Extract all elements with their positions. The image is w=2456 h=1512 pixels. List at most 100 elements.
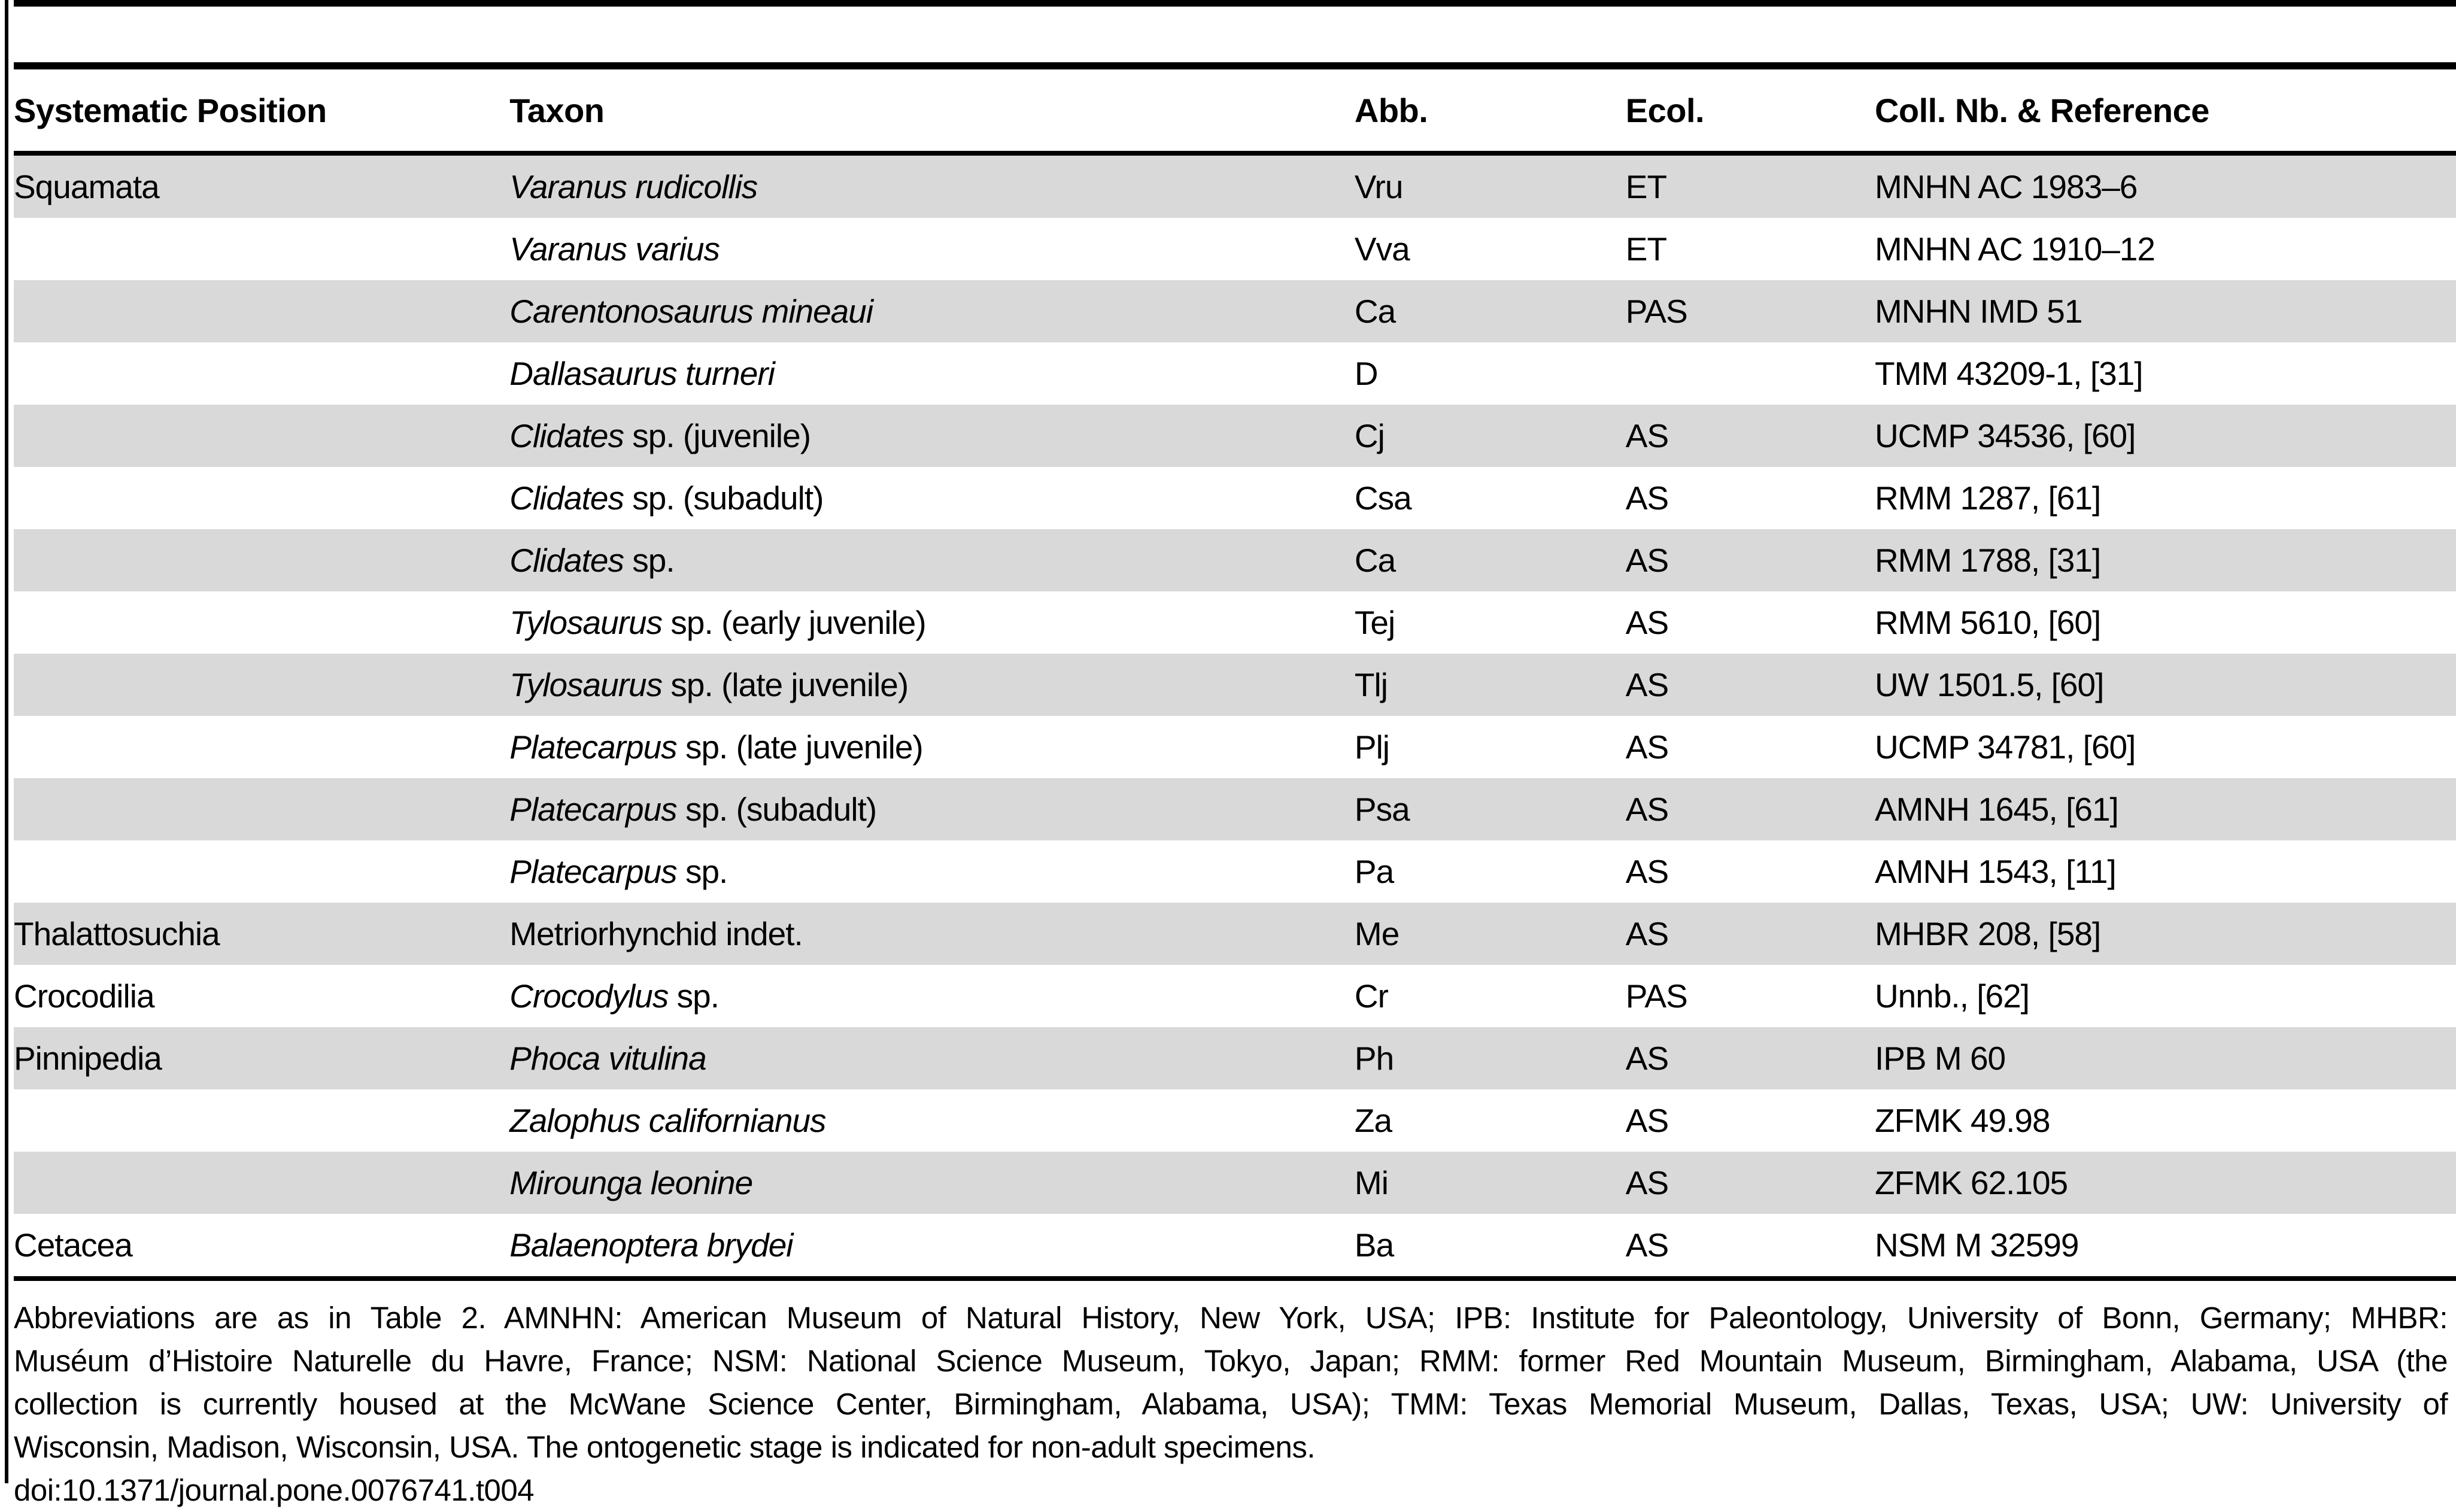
taxon-name-italic: Zalophus californianus — [509, 1102, 826, 1139]
table-row: Zalophus californianus Za AS ZFMK 49.98 — [14, 1089, 2456, 1152]
cell-taxon: Tylosaurus sp. (late juvenile) — [509, 666, 1355, 704]
taxon-name-rest: sp. (juvenile) — [623, 417, 811, 454]
table-row: Varanus varius Vva ET MNHN AC 1910–12 — [14, 218, 2456, 280]
top-border-bar — [14, 0, 2456, 7]
cell-abbreviation: D — [1354, 355, 1379, 392]
taxon-name-italic: Mirounga leonine — [509, 1164, 753, 1201]
cell-taxon: Platecarpus sp. (subadult) — [509, 790, 1355, 828]
cell-abbreviation: Psa — [1354, 791, 1410, 828]
cell-collection-reference: RMM 1287, [61] — [1874, 479, 2101, 517]
taxon-name-rest: sp. — [623, 542, 675, 579]
cell-abbreviation: Vva — [1354, 230, 1410, 268]
taxon-name-italic: Crocodylus — [509, 977, 669, 1015]
cell-ecology: ET — [1625, 230, 1667, 268]
cell-ecology: AS — [1625, 1102, 1669, 1139]
table-row: Squamata Varanus rudicollis Vru ET MNHN AC 1… — [14, 156, 2456, 218]
cell-collection-reference: UCMP 34536, [60] — [1874, 417, 2136, 454]
cell-collection-reference: MNHN AC 1983–6 — [1874, 168, 2138, 205]
header-rule — [14, 151, 2456, 156]
cell-taxon: Metriorhynchid indet. — [509, 915, 1355, 953]
table-row: Dallasaurus turneri D TMM 43209-1, [31] — [14, 342, 2456, 405]
cell-collection-reference: IPB M 60 — [1874, 1040, 2006, 1077]
table-row: Pinnipedia Phoca vitulina Ph AS IPB M 60 — [14, 1027, 2456, 1089]
cell-abbreviation: Tlj — [1354, 666, 1388, 703]
cell-systematic-position: Cetacea — [14, 1226, 133, 1264]
cell-abbreviation: Ca — [1354, 293, 1396, 330]
cell-ecology: AS — [1625, 666, 1669, 703]
cell-collection-reference: MNHN AC 1910–12 — [1874, 230, 2156, 268]
table-caption: Abbreviations are as in Table 2. AMNHN: … — [14, 1297, 2456, 1512]
cell-taxon: Clidates sp. (subadult) — [509, 479, 1355, 517]
cell-taxon: Zalophus californianus — [509, 1101, 1355, 1140]
table-row: Crocodilia Crocodylus sp. Cr PAS Unnb., [62] — [14, 965, 2456, 1027]
caption-line-2: Muséum d’Histoire Naturelle du Havre, Fr… — [14, 1344, 2448, 1378]
cell-taxon: Clidates sp. — [509, 541, 1355, 579]
cell-ecology: PAS — [1625, 977, 1688, 1015]
cell-ecology: AS — [1625, 853, 1669, 890]
cell-ecology: AS — [1625, 604, 1669, 641]
cell-abbreviation: Plj — [1354, 728, 1390, 766]
cell-taxon: Platecarpus sp. — [509, 852, 1355, 891]
column-header-ecology: Ecol. — [1625, 91, 1705, 129]
cell-abbreviation: Ba — [1354, 1226, 1394, 1264]
taxon-name-rest: sp. — [676, 853, 728, 890]
table-row: Mirounga leonine Mi AS ZFMK 62.105 — [14, 1152, 2456, 1214]
cell-ecology: PAS — [1625, 293, 1688, 330]
taxon-name-rest: sp. (late juvenile) — [662, 666, 909, 703]
table-body: Squamata Varanus rudicollis Vru ET MNHN AC 1… — [14, 156, 2456, 1276]
table-row: Clidates sp. Ca AS RMM 1788, [31] — [14, 529, 2456, 591]
table-row: Tylosaurus sp. (late juvenile) Tlj AS UW 15… — [14, 654, 2456, 716]
taxon-name-italic: Platecarpus — [509, 728, 677, 766]
cell-taxon: Balaenoptera brydei — [509, 1226, 1355, 1264]
table-row: Clidates sp. (subadult) Csa AS RMM 1287, [6… — [14, 467, 2456, 529]
cell-abbreviation: Ca — [1354, 542, 1396, 579]
cell-ecology: AS — [1625, 479, 1669, 517]
cell-collection-reference: MNHN IMD 51 — [1874, 293, 2083, 330]
cell-taxon: Varanus rudicollis — [509, 168, 1355, 206]
caption-line-4: Wisconsin, Madison, Wisconsin, USA. The … — [14, 1430, 1316, 1464]
taxon-name-italic: Tylosaurus — [509, 666, 663, 703]
cell-ecology: AS — [1625, 728, 1669, 766]
taxon-name-italic: Platecarpus — [509, 791, 677, 828]
cell-abbreviation: Cr — [1354, 977, 1389, 1015]
taxon-name-italic: Clidates — [509, 417, 624, 454]
column-header-systematic-position: Systematic Position — [14, 91, 327, 129]
cell-abbreviation: Pa — [1354, 853, 1394, 890]
taxon-name-rest: sp. — [668, 977, 720, 1015]
column-header-taxon: Taxon — [509, 91, 605, 129]
cell-taxon: Mirounga leonine — [509, 1164, 1355, 1202]
cell-ecology: ET — [1625, 168, 1667, 205]
cell-taxon: Carentonosaurus mineaui — [509, 292, 1355, 330]
table-row: Platecarpus sp. (subadult) Psa AS AMNH 1645… — [14, 778, 2456, 840]
cell-taxon: Phoca vitulina — [509, 1039, 1355, 1077]
cell-collection-reference: RMM 1788, [31] — [1874, 542, 2101, 579]
caption-line-3: collection is currently housed at the Mc… — [14, 1387, 2448, 1421]
cell-collection-reference: AMNH 1543, [11] — [1874, 853, 2117, 890]
taxon-name-rest: Metriorhynchid indet. — [509, 915, 803, 952]
table-row: Carentonosaurus mineaui Ca PAS MNHN IMD 51 — [14, 280, 2456, 342]
doi-line: doi:10.1371/journal.pone.0076741.t004 — [14, 1473, 535, 1507]
cell-abbreviation: Vru — [1354, 168, 1404, 205]
table-row: Platecarpus sp. (late juvenile) Plj AS UCMP… — [14, 716, 2456, 778]
taxon-name-italic: Balaenoptera brydei — [509, 1226, 793, 1264]
cell-systematic-position: Crocodilia — [14, 977, 155, 1015]
taxon-name-italic: Phoca vitulina — [509, 1040, 706, 1077]
cell-taxon: Clidates sp. (juvenile) — [509, 417, 1355, 455]
cell-collection-reference: RMM 5610, [60] — [1874, 604, 2101, 641]
cell-ecology: AS — [1625, 915, 1669, 952]
table-row: Clidates sp. (juvenile) Cj AS UCMP 34536, [… — [14, 405, 2456, 467]
cell-ecology: AS — [1625, 542, 1669, 579]
taxon-name-italic: Varanus rudicollis — [509, 168, 758, 205]
cell-collection-reference: TMM 43209-1, [31] — [1874, 355, 2144, 392]
cell-taxon: Platecarpus sp. (late juvenile) — [509, 728, 1355, 766]
taxon-name-italic: Platecarpus — [509, 853, 677, 890]
table-row: Thalattosuchia Metriorhynchid indet. Me AS M… — [14, 903, 2456, 965]
cell-collection-reference: UW 1501.5, [60] — [1874, 666, 2104, 703]
taxon-name-italic: Clidates — [509, 542, 624, 579]
taxon-name-rest: sp. (early juvenile) — [662, 604, 926, 641]
taxon-name-italic: Clidates — [509, 479, 624, 517]
cell-systematic-position: Pinnipedia — [14, 1040, 162, 1077]
taxon-name-rest: sp. (subadult) — [676, 791, 877, 828]
taxon-name-rest: sp. (late juvenile) — [676, 728, 924, 766]
